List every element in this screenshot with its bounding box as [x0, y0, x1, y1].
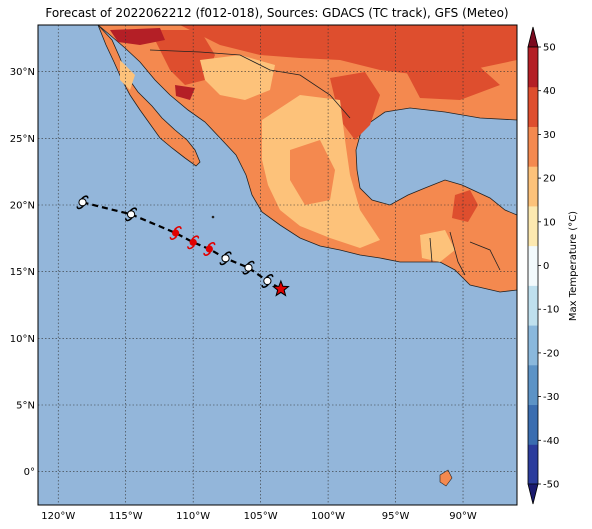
colorbar-tick-label: 30: [543, 130, 556, 141]
lat-tick-label: 20°N: [10, 201, 35, 212]
cyclone-past-icon: [261, 274, 274, 288]
hot-zone-darkred: [110, 28, 165, 45]
cyclone-forecast-icon: [203, 242, 216, 256]
cyclone-track: [76, 195, 290, 297]
lon-tick-label: 90°W: [449, 511, 477, 522]
colorbar-segment: [528, 404, 538, 445]
colorbar-segment: [528, 325, 538, 366]
colorbar-segment: [528, 86, 538, 127]
cyclone-past-icon: [76, 195, 89, 210]
colorbar-tick-label: -40: [543, 436, 559, 447]
land-layer: [97, 25, 517, 487]
lon-tick-label: 105°W: [244, 511, 278, 522]
lat-tick-label: 15°N: [10, 267, 35, 278]
lon-tick-label: 120°W: [41, 511, 75, 522]
lat-tick-label: 30°N: [10, 67, 35, 78]
hot-zone-yucatan: [452, 190, 478, 222]
lat-tick-label: 10°N: [10, 334, 35, 345]
lon-tick-label: 110°W: [176, 511, 210, 522]
colorbar-tick-label: 10: [543, 217, 556, 228]
small-island: [211, 215, 215, 219]
colorbar-segment: [528, 245, 538, 286]
colorbar-extend-min: [527, 483, 539, 505]
galapagos-islands: [439, 469, 453, 487]
colorbar-extend-max: [527, 26, 539, 48]
colorbar-tick-label: 20: [543, 174, 556, 185]
colorbar-segment: [528, 285, 538, 326]
cool-zone-baja: [120, 60, 135, 90]
lon-tick-label: 100°W: [311, 511, 345, 522]
colorbar-segment: [528, 47, 538, 88]
map-frame: [37, 24, 518, 506]
hot-zone-darkred-2: [175, 85, 195, 100]
hot-zone-sonora: [150, 30, 215, 85]
colorbar-tick-label: 40: [543, 86, 556, 97]
cyclone-forecast-icon: [187, 235, 200, 250]
colorbar-segment: [528, 166, 538, 207]
lat-tick-label: 25°N: [10, 134, 35, 145]
colorbar-segment: [528, 126, 538, 167]
us-mexico-border: [149, 49, 351, 119]
colorbar-segment: [528, 205, 538, 247]
colorbar-tick-label: 50: [543, 43, 556, 54]
colorbar-tick-label: -30: [543, 392, 559, 403]
colorbar-tick-label: -20: [543, 348, 559, 359]
cool-zone-north: [200, 55, 275, 100]
colorbar-tick-label: -50: [543, 480, 559, 491]
cyclone-forecast-icon: [169, 226, 182, 240]
colorbar-label: Max Temperature (°C): [568, 211, 579, 321]
cyclone-past-icon: [242, 260, 255, 275]
lat-tick-label: 5°N: [16, 401, 35, 412]
lat-tick-label: 0°: [24, 467, 35, 478]
central-america-border: [429, 231, 501, 276]
current-position-star: [271, 279, 290, 297]
colorbar-tick-label: 0: [543, 261, 549, 272]
lon-tick-label: 115°W: [109, 511, 143, 522]
cyclone-past-icon: [219, 251, 232, 266]
lon-tick-label: 95°W: [382, 511, 410, 522]
axis-ticks: 120°W 115°W 110°W 105°W 100°W 95°W 90°W 0° 5°N 10…: [10, 67, 477, 522]
cyclone-past-icon: [125, 207, 138, 222]
cool-zone-guatemala: [420, 230, 455, 262]
map-title: Forecast of 2022062212 (f012-018), Sourc…: [45, 6, 509, 20]
colorbar-segment: [528, 444, 538, 485]
colorbar: -50 -40 -30 -20 -10 0 10 20 30 40 50: [527, 26, 559, 505]
colorbar-segment: [528, 364, 538, 406]
colorbar-tick-label: -10: [543, 305, 559, 316]
warm-zone-central: [290, 140, 335, 205]
gridlines: [38, 25, 517, 505]
hot-zone-texas: [400, 58, 500, 100]
